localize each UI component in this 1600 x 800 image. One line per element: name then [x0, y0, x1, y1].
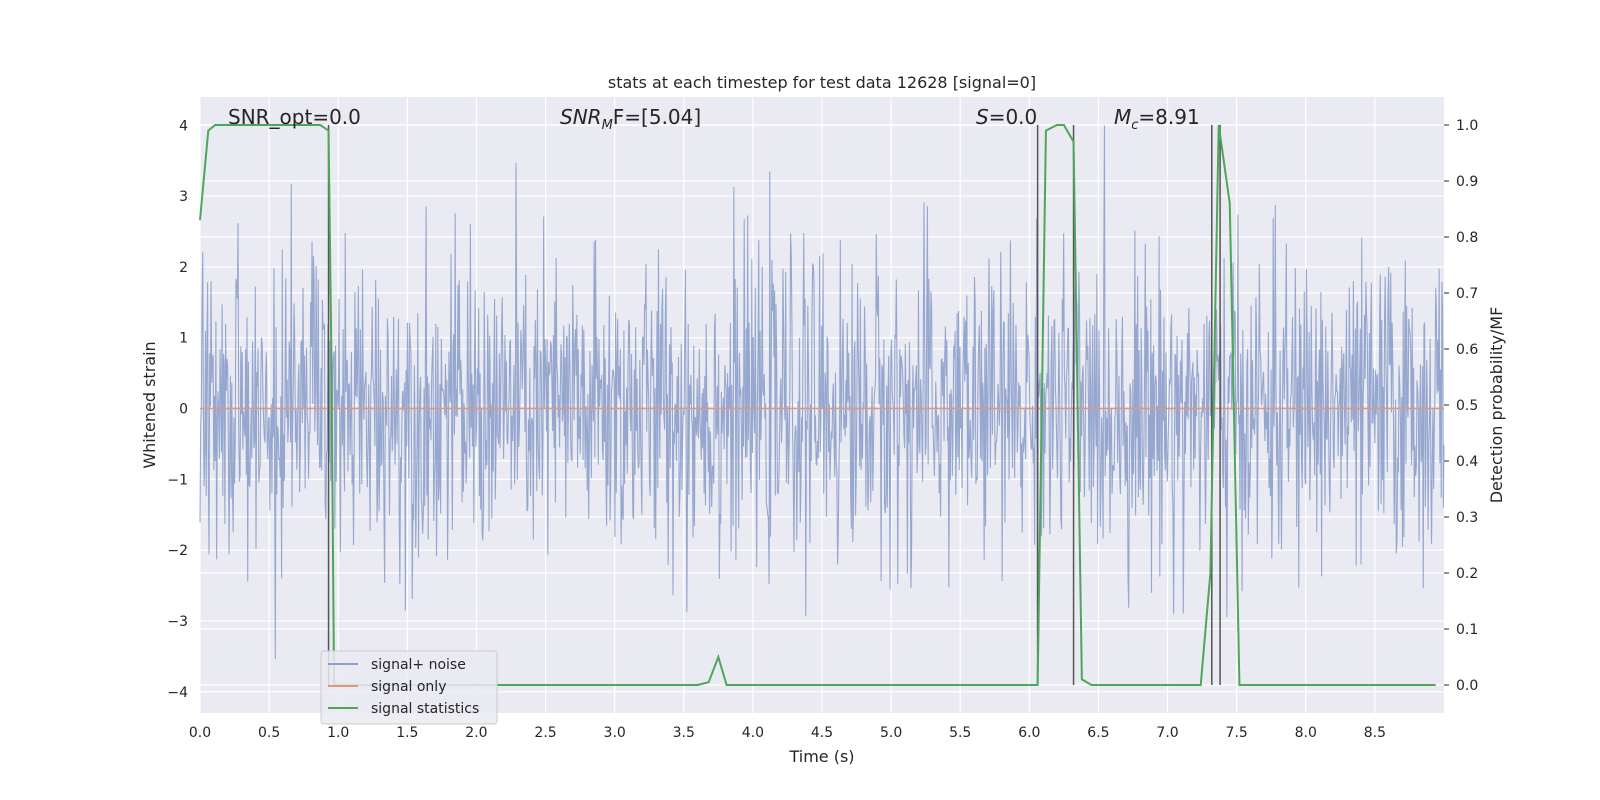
- x-tick-label: 4.5: [811, 725, 833, 741]
- x-tick-label: 6.5: [1087, 725, 1109, 741]
- chart-title: stats at each timestep for test data 126…: [608, 73, 1036, 92]
- x-tick-label: 1.5: [396, 725, 418, 741]
- y-right-tick-label: 0.6: [1456, 342, 1478, 358]
- x-tick-label: 2.0: [465, 725, 487, 741]
- y-left-tick-label: −4: [167, 685, 188, 701]
- series-signal-noise: [199, 125, 1445, 659]
- y-left-tick-label: 4: [179, 118, 188, 134]
- y-axis-left-label: Whitened strain: [140, 341, 159, 468]
- y-right-tick-label: 0.7: [1456, 286, 1478, 302]
- annotation-snr-opt: SNR_opt=0.0: [228, 105, 361, 129]
- y-axis-right-ticks: 0.0 0.1 0.2 0.3 0.4 0.5 0.6 0.7 0.8 0.9 1.0: [1444, 118, 1478, 694]
- y-right-tick-label: 0.3: [1456, 510, 1478, 526]
- x-tick-label: 8.0: [1295, 725, 1317, 741]
- annotation-s: S=0.0: [976, 105, 1037, 129]
- x-tick-label: 0.0: [189, 725, 211, 741]
- legend-box: [320, 650, 498, 725]
- x-tick-label: 3.5: [673, 725, 695, 741]
- y-left-tick-label: −2: [167, 543, 188, 559]
- y-left-tick-label: 0: [179, 402, 188, 418]
- y-right-tick-label: 0.1: [1456, 622, 1478, 638]
- x-axis-label: Time (s): [788, 747, 854, 766]
- x-axis-ticks: 0.0 0.5 1.0 1.5 2.0 2.5 3.0 3.5 4.0 4.5 5.0 5.5 6.0 6…: [189, 725, 1386, 741]
- y-left-tick-label: −1: [167, 472, 188, 488]
- x-tick-label: 5.5: [949, 725, 971, 741]
- y-left-tick-label: −3: [167, 614, 188, 630]
- series-signal-statistics: [199, 124, 1436, 686]
- annotation-snr-mf: SNRMF=[5.04]: [560, 105, 701, 133]
- y-right-tick-label: 0.8: [1456, 230, 1478, 246]
- x-tick-label: 7.0: [1156, 725, 1178, 741]
- y-axis-left-ticks: −4 −3 −2 −1 0 1 2 3 4: [167, 118, 188, 700]
- annotation-mc: Mc=8.91: [1114, 105, 1200, 133]
- x-tick-label: 3.0: [604, 725, 626, 741]
- annotations: SNR_opt=0.0 SNRMF=[5.04] S=0.0 Mc=8.91: [228, 105, 1200, 133]
- vertical-markers: [327, 125, 1221, 685]
- x-tick-label: 7.5: [1226, 725, 1248, 741]
- legend-label-signal-statistics: signal statistics: [371, 701, 479, 717]
- legend-label-signal-noise: signal+ noise: [371, 657, 466, 673]
- y-right-tick-label: 0.5: [1456, 398, 1478, 414]
- signal-noise-trace: [199, 125, 1445, 659]
- y-right-tick-label: 0.4: [1456, 454, 1478, 470]
- x-tick-label: 5.0: [880, 725, 902, 741]
- x-tick-label: 2.5: [534, 725, 556, 741]
- legend: signal+ noise signal only signal statist…: [320, 650, 498, 725]
- y-right-tick-label: 0.9: [1456, 174, 1478, 190]
- y-left-tick-label: 1: [179, 331, 188, 347]
- x-tick-label: 6.0: [1018, 725, 1040, 741]
- y-right-tick-label: 0.2: [1456, 566, 1478, 582]
- legend-label-signal-only: signal only: [371, 679, 446, 695]
- y-left-tick-label: 3: [179, 189, 188, 205]
- y-right-tick-label: 0.0: [1456, 678, 1478, 694]
- x-tick-label: 1.0: [327, 725, 349, 741]
- x-tick-label: 0.5: [258, 725, 280, 741]
- y-axis-right-label: Detection probability/MF: [1487, 307, 1506, 504]
- y-right-tick-label: 1.0: [1456, 118, 1478, 134]
- x-tick-label: 8.5: [1364, 725, 1386, 741]
- x-tick-label: 4.0: [742, 725, 764, 741]
- y-left-tick-label: 2: [179, 260, 188, 276]
